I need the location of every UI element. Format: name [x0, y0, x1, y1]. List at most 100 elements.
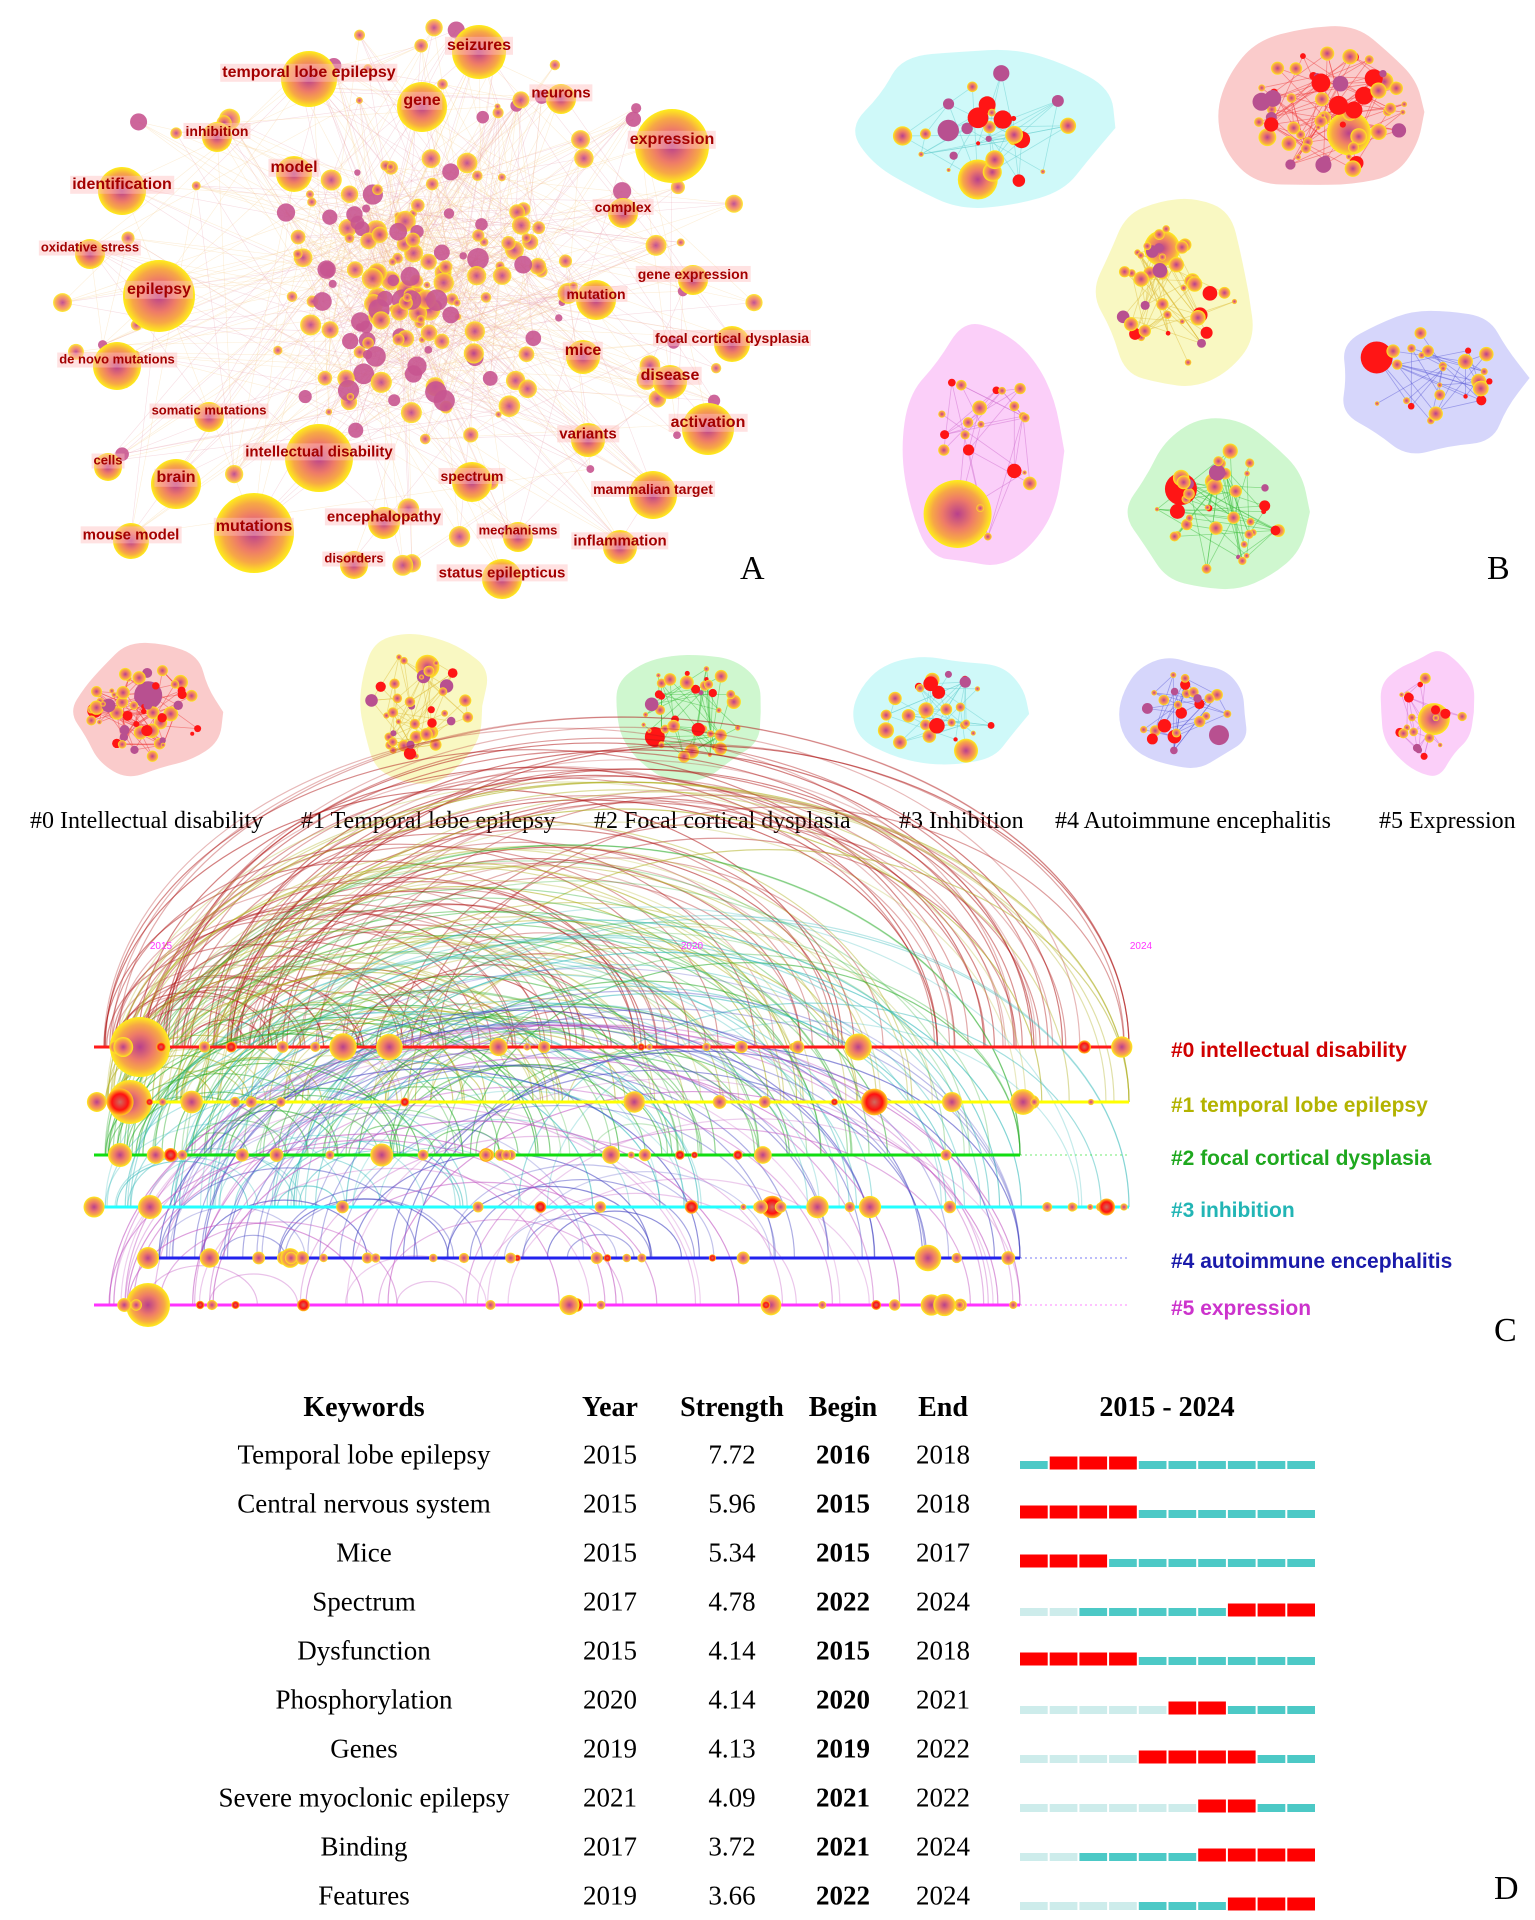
keyword-node	[322, 321, 339, 338]
burst-bar-segment	[1109, 1506, 1137, 1519]
cluster-node	[141, 709, 146, 714]
keyword-node	[424, 346, 432, 354]
timeline-node	[236, 1148, 249, 1161]
keyword-node	[347, 261, 364, 278]
burst-bar-segment	[1258, 1461, 1286, 1469]
timeline-node	[818, 1301, 826, 1309]
keyword-label: mutations	[214, 518, 294, 536]
timeline-arc	[504, 1219, 616, 1258]
cluster-node	[1345, 102, 1362, 119]
cluster-node	[1009, 401, 1019, 411]
keyword-node	[574, 149, 593, 168]
burst-bar-segment	[1050, 1653, 1078, 1666]
timeline-node	[845, 1033, 872, 1060]
burst-bar-segment	[1020, 1461, 1048, 1469]
timeline-node	[459, 1253, 469, 1263]
cluster-node	[1425, 733, 1435, 743]
burst-bar-segment	[1169, 1751, 1197, 1764]
cluster-node	[1261, 484, 1268, 491]
burst-bar-segment	[1287, 1461, 1315, 1469]
keyword-node	[437, 79, 448, 90]
burst-bar-segment	[1198, 1902, 1226, 1910]
burst-bar-segment	[1139, 1853, 1167, 1861]
timeline-node	[131, 1299, 142, 1310]
cluster-node	[704, 666, 710, 672]
cluster-legend-label: #4 autoimmune encephalitis	[1171, 1250, 1452, 1274]
keyword-node	[387, 163, 394, 170]
keyword-node	[348, 423, 363, 438]
cluster-node	[1258, 84, 1265, 91]
keyword-node	[476, 111, 489, 124]
cluster-node	[716, 707, 722, 713]
keyword-label: seizures	[445, 37, 513, 55]
keyword-label: activation	[669, 414, 748, 432]
timeline-node	[138, 1195, 162, 1219]
timeline-node	[602, 1146, 620, 1164]
cluster-node	[1209, 521, 1222, 534]
keyword-node	[519, 346, 535, 362]
cluster-node	[680, 675, 694, 689]
cluster-node	[1060, 118, 1076, 134]
cluster-node	[1174, 701, 1182, 709]
cluster-node	[1429, 406, 1443, 420]
cluster-node	[977, 421, 984, 428]
cluster-node	[1346, 154, 1352, 160]
timeline-node	[944, 1201, 957, 1214]
keyword-node	[341, 186, 358, 203]
keyword-node	[354, 30, 365, 41]
timeline-node	[505, 1253, 516, 1264]
burst-bar-segment	[1198, 1702, 1226, 1715]
cluster-node	[1301, 143, 1311, 153]
keyword-node	[225, 465, 243, 483]
cluster-node	[1203, 286, 1218, 301]
cluster-blob	[616, 655, 760, 782]
keyword-label: neurons	[529, 84, 592, 101]
keyword-node	[526, 330, 542, 346]
timeline-node	[325, 1151, 334, 1160]
cluster-node	[1245, 530, 1254, 539]
cluster-node	[1342, 49, 1357, 64]
keyword-node	[495, 411, 501, 417]
cluster-node	[667, 720, 680, 733]
cluster-node	[133, 721, 139, 727]
timeline-node	[230, 1097, 240, 1107]
cluster-node	[141, 725, 152, 736]
timeline-year-label: 2015	[150, 941, 172, 952]
burst-bar-segment	[1139, 1559, 1167, 1567]
burst-bar-segment	[1169, 1510, 1197, 1518]
burst-bar-segment	[1139, 1706, 1167, 1714]
burst-bar-segment	[1287, 1898, 1315, 1911]
cluster-node	[1223, 710, 1231, 718]
cluster-node	[1404, 693, 1414, 703]
cluster-node	[1137, 252, 1144, 259]
cluster-region	[1128, 418, 1310, 589]
timeline-node	[113, 1037, 133, 1057]
timeline-node	[147, 1146, 165, 1164]
cluster-node	[1355, 87, 1373, 105]
cluster-node	[1481, 368, 1488, 375]
burst-bar-segment	[1258, 1706, 1286, 1714]
keyword-label: expression	[628, 131, 716, 149]
cluster-node	[86, 715, 96, 725]
timeline-node	[164, 1148, 178, 1162]
cluster-node	[130, 746, 138, 754]
timeline-node	[737, 1252, 750, 1265]
cluster-node	[159, 737, 165, 743]
keyword-label: mechanisms	[477, 524, 560, 539]
keyword-label: mice	[563, 342, 603, 360]
keyword-node	[467, 266, 486, 285]
burst-bar-segment	[1169, 1702, 1197, 1715]
cluster-node	[1473, 381, 1489, 397]
cluster-node	[1183, 488, 1195, 500]
burst-bar-segment	[1287, 1510, 1315, 1518]
timeline-node	[87, 1092, 107, 1112]
timeline-node	[252, 1252, 265, 1265]
cluster-node	[1390, 82, 1403, 95]
timeline-node	[709, 1254, 716, 1261]
cluster-node	[1440, 709, 1450, 719]
burst-bar-segment	[1169, 1853, 1197, 1861]
cluster-node	[1418, 352, 1425, 359]
cluster-node	[1321, 113, 1326, 118]
keyword-node	[449, 526, 470, 547]
cluster-node	[1479, 347, 1493, 361]
